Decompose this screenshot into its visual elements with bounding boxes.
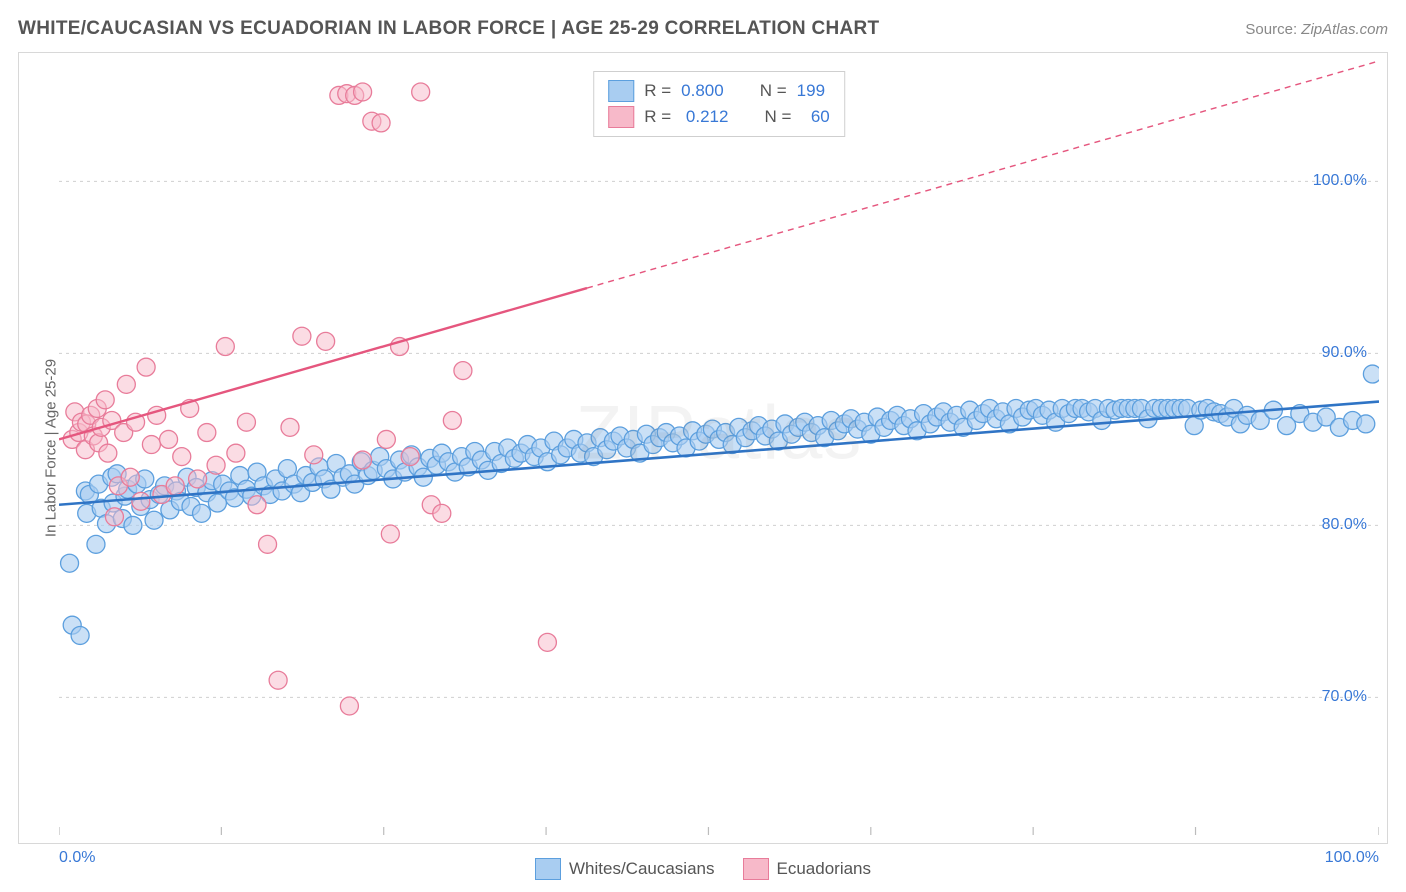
n-value-blue: 199 xyxy=(797,81,825,101)
y-tick-label: 90.0% xyxy=(1322,344,1367,362)
source-value: ZipAtlas.com xyxy=(1301,21,1388,38)
legend-stats-row: R = 0.800 N = 199 xyxy=(608,78,830,104)
chart-header: WHITE/CAUCASIAN VS ECUADORIAN IN LABOR F… xyxy=(18,18,1388,40)
chart-container: In Labor Force | Age 25-29 ZIPatlas R = … xyxy=(18,52,1388,844)
r-label: R = xyxy=(644,81,671,101)
n-value-pink: 60 xyxy=(801,107,829,127)
legend-stats-row: R = 0.212 N = 60 xyxy=(608,104,830,130)
legend-swatch-pink xyxy=(608,106,634,128)
y-tick-label: 100.0% xyxy=(1313,172,1367,190)
y-axis-label: In Labor Force | Age 25-29 xyxy=(43,359,60,537)
source-label: Source: xyxy=(1245,21,1301,38)
legend-swatch-blue xyxy=(535,858,561,880)
chart-title: WHITE/CAUCASIAN VS ECUADORIAN IN LABOR F… xyxy=(18,18,879,40)
legend-item-pink: Ecuadorians xyxy=(743,858,872,880)
legend-swatch-pink xyxy=(743,858,769,880)
legend-stats: R = 0.800 N = 199 R = 0.212 N = 60 xyxy=(593,71,845,137)
r-value-blue: 0.800 xyxy=(681,81,724,101)
r-value-pink: 0.212 xyxy=(681,107,728,127)
plot-area: In Labor Force | Age 25-29 ZIPatlas R = … xyxy=(59,61,1379,835)
legend-label-pink: Ecuadorians xyxy=(777,859,872,879)
legend-swatch-blue xyxy=(608,80,634,102)
legend-item-blue: Whites/Caucasians xyxy=(535,858,715,880)
r-label: R = xyxy=(644,107,671,127)
source-attribution: Source: ZipAtlas.com xyxy=(1245,21,1388,38)
legend-label-blue: Whites/Caucasians xyxy=(569,859,715,879)
n-label: N = xyxy=(764,107,791,127)
y-tick-label: 70.0% xyxy=(1322,688,1367,706)
n-label: N = xyxy=(760,81,787,101)
legend-series: Whites/Caucasians Ecuadorians xyxy=(0,858,1406,880)
y-tick-label: 80.0% xyxy=(1322,516,1367,534)
scatter-plot xyxy=(59,61,1379,835)
